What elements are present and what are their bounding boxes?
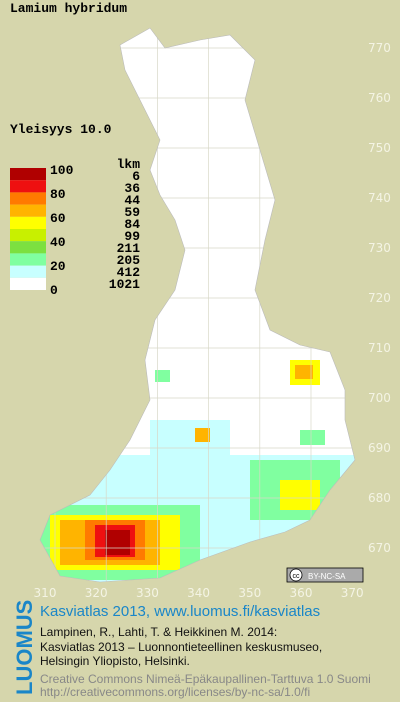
- legend-count: 99: [124, 229, 140, 244]
- y-tick-label: 680: [368, 491, 391, 505]
- license-label: BY-NC-SA: [308, 572, 346, 581]
- x-tick-label: 310: [34, 586, 57, 600]
- occurrence-cells: [40, 360, 355, 582]
- legend-swatch: [10, 204, 46, 217]
- legend-swatch: [10, 253, 46, 266]
- x-tick-label: 340: [187, 586, 210, 600]
- y-tick-label: 760: [368, 91, 391, 105]
- legend-scale-label: 40: [50, 235, 66, 250]
- y-tick-label: 750: [368, 141, 391, 155]
- legend-count: 84: [124, 217, 140, 232]
- legend-scale-label: 0: [50, 283, 58, 298]
- license-badge: cc BY-NC-SA: [286, 567, 364, 583]
- citation: Lampinen, R., Lahti, T. & Heikkinen M. 2…: [40, 625, 277, 639]
- citation: Kasviatlas 2013 – Luonnontieteellinen ke…: [40, 640, 322, 654]
- legend-swatch: [10, 229, 46, 242]
- x-tick-label: 370: [341, 586, 364, 600]
- legend-swatch: [10, 265, 46, 278]
- license-url: http://creativecommons.org/licenses/by-n…: [40, 685, 310, 699]
- legend-swatch: [10, 241, 46, 254]
- footer-heading: Kasviatlas 2013, www.luomus.fi/kasviatla…: [40, 603, 320, 620]
- x-tick-label: 330: [136, 586, 159, 600]
- legend-swatch: [10, 192, 46, 205]
- legend-swatch: [10, 168, 46, 181]
- legend-count: 59: [124, 205, 140, 220]
- legend-scale-label: 20: [50, 259, 66, 274]
- y-tick-label: 770: [368, 41, 391, 55]
- legend-scale-label: 60: [50, 211, 66, 226]
- x-tick-label: 360: [290, 586, 313, 600]
- y-tick-label: 670: [368, 541, 391, 555]
- x-tick-label: 350: [238, 586, 261, 600]
- y-tick-label: 710: [368, 341, 391, 355]
- legend-count: 44: [124, 193, 140, 208]
- legend-swatch: [10, 180, 46, 193]
- y-tick-label: 740: [368, 191, 391, 205]
- legend-swatch: [10, 277, 46, 290]
- legend-count: 412: [117, 265, 141, 280]
- x-tick-label: 320: [85, 586, 108, 600]
- y-tick-label: 700: [368, 391, 391, 405]
- y-tick-label: 730: [368, 241, 391, 255]
- legend-count: 6: [132, 169, 140, 184]
- frequency: Yleisyys 10.0: [10, 122, 112, 137]
- legend-scale-label: 100: [50, 163, 74, 178]
- logo: LUOMUS: [12, 600, 37, 695]
- y-tick-label: 720: [368, 291, 391, 305]
- legend-count: 36: [124, 181, 140, 196]
- y-tick-label: 690: [368, 441, 391, 455]
- map: [39, 27, 356, 583]
- count-header: lkm: [117, 157, 141, 172]
- species-title: Lamium hybridum: [10, 1, 127, 16]
- legend-swatch: [10, 216, 46, 229]
- legend-count: 1021: [109, 277, 140, 292]
- legend-scale-label: 80: [50, 187, 66, 202]
- citation: Helsingin Yliopisto, Helsinki.: [40, 654, 190, 668]
- license-text: Creative Commons Nimeä-Epäkaupallinen-Ta…: [40, 672, 371, 686]
- legend-count: 211: [117, 241, 141, 256]
- cc-label: cc: [293, 573, 301, 580]
- legend-count: 205: [117, 253, 141, 268]
